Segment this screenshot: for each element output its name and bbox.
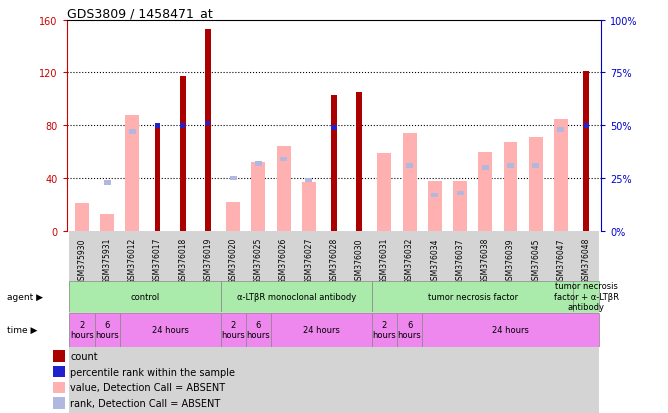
Bar	[554, 119, 568, 231]
Bar	[573, 231, 599, 413]
Text: 24 hours: 24 hours	[492, 325, 529, 335]
Text: percentile rank within the sample: percentile rank within the sample	[70, 367, 235, 377]
Bar	[529, 138, 542, 231]
Bar	[145, 231, 170, 413]
Bar	[331, 96, 337, 231]
Bar	[69, 281, 220, 312]
Text: 2
hours: 2 hours	[373, 320, 396, 339]
Bar	[422, 231, 448, 413]
Bar	[532, 164, 539, 168]
Bar	[180, 123, 185, 128]
Bar	[432, 193, 438, 198]
Text: agent ▶: agent ▶	[7, 292, 43, 301]
Bar	[120, 313, 220, 347]
Bar	[69, 231, 95, 413]
Bar	[478, 152, 492, 231]
Bar	[271, 313, 372, 347]
Bar	[126, 115, 139, 231]
Bar	[271, 231, 296, 413]
Bar	[397, 313, 422, 347]
Bar	[226, 202, 240, 231]
Text: 6
hours: 6 hours	[96, 320, 119, 339]
Bar	[246, 231, 271, 413]
Text: tumor necrosis factor: tumor necrosis factor	[428, 292, 518, 301]
Bar	[498, 231, 523, 413]
Bar	[220, 281, 372, 312]
Bar	[100, 214, 114, 231]
Bar	[347, 231, 372, 413]
Bar	[482, 166, 489, 171]
Bar	[331, 126, 337, 131]
Text: control: control	[130, 292, 160, 301]
Bar	[557, 128, 564, 133]
Bar	[403, 134, 417, 231]
Bar	[120, 231, 145, 413]
Bar	[206, 121, 210, 126]
Bar	[504, 143, 518, 231]
Bar	[205, 30, 210, 231]
Bar	[95, 313, 120, 347]
Text: 2
hours: 2 hours	[221, 320, 245, 339]
Bar	[377, 154, 391, 231]
Bar	[170, 231, 195, 413]
Text: 2
hours: 2 hours	[70, 320, 94, 339]
Text: count: count	[70, 351, 98, 361]
Bar	[277, 147, 291, 231]
Text: α-LTβR monoclonal antibody: α-LTβR monoclonal antibody	[236, 292, 356, 301]
Text: tumor necrosis
factor + α-LTβR
antibody: tumor necrosis factor + α-LTβR antibody	[554, 282, 619, 311]
Bar	[406, 164, 413, 168]
Bar	[305, 178, 313, 183]
Bar	[573, 281, 599, 312]
Text: rank, Detection Call = ABSENT: rank, Detection Call = ABSENT	[70, 398, 220, 408]
Bar	[155, 128, 160, 231]
Bar	[456, 191, 464, 196]
Bar	[104, 180, 111, 185]
Bar	[180, 77, 186, 231]
Text: 6
hours: 6 hours	[246, 320, 271, 339]
Bar	[280, 157, 287, 162]
Text: 6
hours: 6 hours	[397, 320, 422, 339]
Bar	[372, 313, 397, 347]
Bar	[255, 161, 262, 166]
Bar	[422, 313, 599, 347]
Bar	[246, 313, 271, 347]
Bar	[321, 231, 347, 413]
Bar	[230, 176, 236, 181]
Bar	[69, 313, 95, 347]
Bar	[548, 231, 573, 413]
Text: GDS3809 / 1458471_at: GDS3809 / 1458471_at	[67, 7, 212, 19]
Text: time ▶: time ▶	[7, 325, 37, 335]
Bar	[583, 72, 589, 231]
Bar	[195, 231, 220, 413]
Bar	[448, 231, 473, 413]
Bar	[357, 93, 362, 231]
Bar	[507, 164, 514, 168]
Bar	[220, 313, 246, 347]
Bar	[453, 181, 467, 231]
Bar	[584, 123, 589, 128]
Text: 24 hours: 24 hours	[303, 325, 340, 335]
Bar	[302, 183, 316, 231]
Bar	[155, 123, 160, 128]
Text: value, Detection Call = ABSENT: value, Detection Call = ABSENT	[70, 382, 225, 392]
Bar	[372, 281, 573, 312]
Bar	[220, 231, 246, 413]
Text: 24 hours: 24 hours	[152, 325, 188, 335]
Bar	[251, 163, 265, 231]
Bar	[372, 231, 397, 413]
Bar	[129, 130, 136, 135]
Bar	[473, 231, 498, 413]
Bar	[523, 231, 548, 413]
Bar	[428, 181, 442, 231]
Bar	[397, 231, 422, 413]
Bar	[296, 231, 321, 413]
Bar	[95, 231, 120, 413]
Bar	[75, 204, 89, 231]
